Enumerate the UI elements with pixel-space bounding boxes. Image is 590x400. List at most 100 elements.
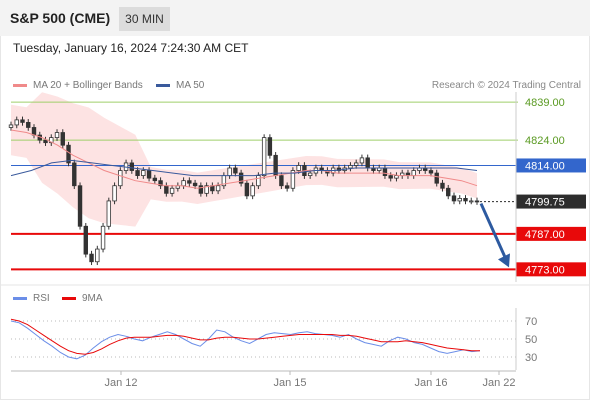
candle-body	[31, 127, 37, 136]
candle-body	[49, 137, 54, 144]
timestamp: Tuesday, January 16, 2024 7:24:30 AM CET	[13, 41, 249, 55]
rsi-panel: 70 50 30	[10, 308, 537, 370]
candle-body	[434, 172, 439, 184]
x-tick-Jan-22: Jan 22	[482, 377, 515, 389]
candle-body	[198, 185, 204, 194]
price-levels: 4839.00 4824.00 4814.00 4799.75 4787.00 4773.…	[11, 97, 586, 277]
level-box-4773.00	[516, 262, 586, 277]
forecast-head	[498, 253, 510, 268]
candle-body	[284, 185, 290, 189]
legend-9ma: 9MA	[62, 293, 103, 304]
candle-body	[129, 162, 135, 171]
9ma-swatch	[62, 297, 76, 300]
candle-body	[348, 165, 353, 169]
candle-body	[307, 172, 313, 176]
candle-body	[112, 185, 117, 202]
ma50-line	[10, 159, 478, 177]
moving-averages	[10, 129, 478, 189]
legend-9ma-label: 9MA	[82, 293, 103, 304]
x-tick-Jan-12: Jan 12	[104, 377, 137, 389]
candle-body	[244, 182, 250, 197]
ma20-swatch	[13, 84, 27, 87]
level-box-4814.00	[516, 158, 586, 173]
legend-ma50-label: MA 50	[176, 80, 205, 91]
candle-body	[83, 225, 88, 255]
candle-body	[428, 170, 434, 174]
copyright-text: Research © 2024 Trading Central	[431, 80, 581, 91]
candle-body	[20, 119, 25, 123]
candle-body	[411, 170, 416, 177]
level-label-4799.75: 4799.75	[525, 197, 565, 209]
candle-body	[440, 182, 445, 189]
legend-ma20-label: MA 20 + Bollinger Bands	[33, 80, 143, 91]
forecast-arrow	[479, 202, 510, 268]
legend-ma50: MA 50	[156, 80, 204, 91]
candle-body	[192, 182, 198, 187]
rsi-series-9MA	[10, 318, 480, 355]
rsi-series-RSI	[10, 320, 481, 360]
candle-body	[279, 175, 284, 187]
candle-body	[267, 137, 273, 156]
candle-body	[164, 185, 169, 194]
candle-body	[394, 175, 399, 179]
candle-body	[359, 157, 365, 164]
candle-body	[72, 162, 77, 187]
candle-body	[256, 175, 261, 187]
rsi-tick-30: 30	[525, 352, 537, 364]
candle-body	[141, 170, 146, 177]
level-label-4787.00: 4787.00	[525, 229, 565, 241]
candle-body	[238, 172, 244, 184]
candle-body	[118, 170, 123, 187]
bollinger-bands	[11, 92, 477, 227]
rsi-tick-70: 70	[525, 316, 537, 328]
candle-body	[457, 197, 462, 202]
x-tick-Jan-15: Jan 15	[273, 377, 306, 389]
candle-body	[463, 197, 468, 202]
candle-body	[290, 170, 296, 189]
candle-body	[146, 170, 152, 179]
candle-body	[152, 177, 158, 182]
candle-body	[469, 200, 474, 203]
legend-rsi: RSI	[13, 293, 50, 304]
candle-body	[60, 132, 65, 146]
candle-body	[296, 165, 301, 171]
candle-body	[233, 167, 238, 174]
legend-rsi-label: RSI	[33, 293, 50, 304]
candle-body	[388, 175, 393, 179]
candle-body	[100, 225, 106, 250]
candle-body	[451, 195, 457, 202]
timeframe-badge[interactable]: 30 MIN	[119, 7, 170, 31]
legend-ma20: MA 20 + Bollinger Bands	[13, 80, 143, 91]
level-label-4814.00: 4814.00	[525, 160, 565, 172]
candle-body	[273, 154, 278, 176]
level-label-4839.00: 4839.00	[525, 97, 565, 109]
candle-body	[227, 167, 232, 176]
header-bar: S&P 500 (CME) 30 MIN	[0, 0, 590, 36]
candle-body	[169, 187, 175, 194]
instrument-title: S&P 500 (CME)	[10, 10, 111, 26]
candle-body	[89, 253, 94, 263]
x-axis: Jan 12 Jan 15 Jan 16 Jan 22	[0, 92, 590, 389]
candle-body	[26, 122, 31, 128]
candle-body	[54, 132, 60, 139]
candle-body	[215, 185, 221, 192]
candle-body	[382, 167, 388, 176]
rsi-swatch	[13, 297, 27, 300]
candle-body	[8, 124, 14, 128]
candle-body	[77, 185, 83, 227]
candle-body	[95, 248, 100, 263]
candlesticks	[8, 116, 480, 266]
candle-body	[261, 137, 267, 177]
candle-body	[353, 162, 359, 166]
level-box-4799.75	[516, 194, 586, 209]
bollinger-fill	[11, 92, 477, 227]
level-label-4773.00: 4773.00	[525, 264, 565, 276]
candle-body	[14, 119, 19, 126]
x-tick-Jan-16: Jan 16	[414, 377, 447, 389]
candle-body	[135, 170, 140, 177]
level-label-4824.00: 4824.00	[525, 135, 565, 147]
candle-body	[187, 180, 192, 184]
candle-body	[474, 200, 480, 203]
candle-body	[365, 157, 370, 169]
rsi-tick-50: 50	[525, 334, 537, 346]
